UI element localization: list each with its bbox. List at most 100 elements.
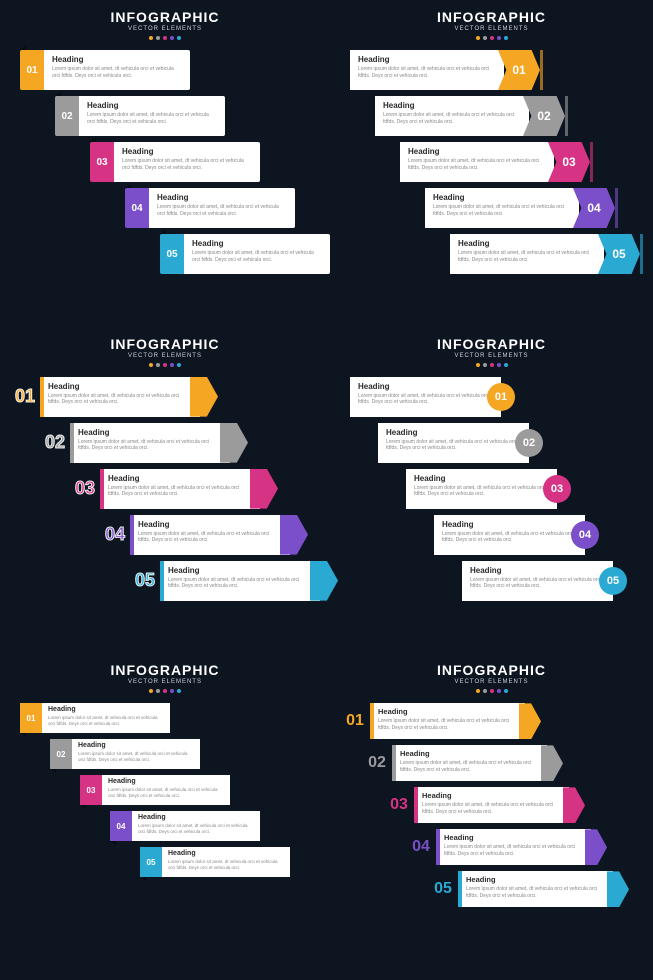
step-number-chevron: 03: [548, 142, 590, 182]
step-heading: Heading: [48, 706, 164, 713]
step-number-outline: 05: [130, 561, 160, 601]
step-card: HeadingLorem ipsum dolor sit amet, dt ve…: [160, 561, 320, 601]
step-number-outline: 05: [428, 871, 458, 907]
step-heading: Heading: [466, 875, 605, 884]
step-cap: 04: [579, 188, 615, 228]
dot: [156, 689, 160, 693]
step-body: Lorem ipsum dolor sit amet, dt vehicula …: [168, 859, 284, 871]
step: HeadingLorem ipsum dolor sit amet, dt ve…: [450, 234, 640, 274]
step: 03HeadingLorem ipsum dolor sit amet, dt …: [80, 775, 230, 805]
step-heading: Heading: [122, 147, 252, 156]
step-heading: Heading: [78, 428, 222, 437]
arrow-icon: [585, 829, 607, 865]
step-card: HeadingLorem ipsum dolor sit amet, dt ve…: [375, 96, 529, 136]
dot: [490, 36, 494, 40]
step-body: Lorem ipsum dolor sit amet, dt vehicula …: [400, 760, 539, 773]
infographic-panel: INFOGRAPHICVECTOR ELEMENTSHeadingLorem i…: [330, 327, 653, 654]
panel-header: INFOGRAPHICVECTOR ELEMENTS: [330, 10, 653, 40]
panel-subtitle: VECTOR ELEMENTS: [330, 679, 653, 685]
step-number-outline: 02: [362, 745, 392, 781]
dot: [504, 689, 508, 693]
accent-bar: [70, 423, 74, 463]
step: 02HeadingLorem ipsum dolor sit amet, dt …: [362, 745, 547, 781]
step-number-chevron: 02: [523, 96, 565, 136]
step-number-tab: 01: [20, 703, 42, 733]
step: HeadingLorem ipsum dolor sit amet, dt ve…: [350, 377, 515, 417]
step-card: HeadingLorem ipsum dolor sit amet, dt ve…: [462, 561, 613, 601]
panel-header: INFOGRAPHIC VECTOR ELEMENTS: [0, 337, 330, 367]
step: 02HeadingLorem ipsum dolor sit amet, dt …: [40, 423, 230, 463]
step-heading: Heading: [470, 566, 605, 575]
step-card: HeadingLorem ipsum dolor sit amet, dt ve…: [414, 787, 569, 823]
step-number-tab: 05: [140, 847, 162, 877]
step-card: HeadingLorem ipsum dolor sit amet, dt ve…: [132, 811, 260, 841]
step-card: HeadingLorem ipsum dolor sit amet, dt ve…: [102, 775, 230, 805]
step-number-outline: 04: [406, 829, 436, 865]
panel-subtitle: VECTOR ELEMENTS: [0, 353, 330, 359]
arrow-icon: [220, 423, 248, 463]
step-number-tab: 05: [160, 234, 184, 274]
dot: [177, 689, 181, 693]
edge-decoration: [615, 188, 618, 228]
step-heading: Heading: [414, 474, 549, 483]
step-cap: 03: [554, 142, 590, 182]
step: HeadingLorem ipsum dolor sit amet, dt ve…: [462, 561, 627, 601]
step: 03HeadingLorem ipsum dolor sit amet, dt …: [384, 787, 569, 823]
dot: [504, 363, 508, 367]
panel-header: INFOGRAPHICVECTOR ELEMENTS: [330, 337, 653, 367]
panel-title: INFOGRAPHIC: [0, 10, 330, 24]
step-body: Lorem ipsum dolor sit amet, dt vehicula …: [358, 393, 493, 406]
dot: [483, 36, 487, 40]
color-dots: [0, 36, 330, 40]
step-card: Heading Lorem ipsum dolor sit amet, dt ve…: [70, 423, 230, 463]
fold-decoration: [110, 841, 116, 845]
step-body: Lorem ipsum dolor sit amet, dt vehicula …: [378, 718, 517, 731]
fold-decoration: [90, 138, 96, 142]
step-card: HeadingLorem ipsum dolor sit amet, dt ve…: [184, 234, 330, 274]
accent-bar: [392, 745, 396, 781]
step-body: Lorem ipsum dolor sit amet, dt vehicula …: [78, 439, 222, 452]
step-heading: Heading: [52, 55, 182, 64]
infographic-panel: INFOGRAPHICVECTOR ELEMENTS01HeadingLorem…: [0, 653, 330, 980]
step-body: Lorem ipsum dolor sit amet, dt vehicula …: [444, 844, 583, 857]
step-number-chevron: 01: [498, 50, 540, 90]
step-number-outline: 04: [100, 515, 130, 555]
step-heading: Heading: [442, 520, 577, 529]
step: HeadingLorem ipsum dolor sit amet, dt ve…: [400, 142, 590, 182]
dot: [504, 36, 508, 40]
step-body: Lorem ipsum dolor sit amet, dt vehicula …: [383, 112, 521, 125]
step-card: HeadingLorem ipsum dolor sit amet, dt ve…: [162, 847, 290, 877]
arrow-icon: [541, 745, 563, 781]
step-body: Lorem ipsum dolor sit amet, dt vehicula …: [422, 802, 561, 815]
dot: [177, 363, 181, 367]
step-body: Lorem ipsum dolor sit amet, dt vehicula …: [78, 751, 194, 763]
step: 01HeadingLorem ipsum dolor sit amet, dt …: [20, 50, 190, 90]
step-body: Lorem ipsum dolor sit amet, dt vehicula …: [48, 393, 192, 406]
step: HeadingLorem ipsum dolor sit amet, dt ve…: [378, 423, 543, 463]
dot: [149, 36, 153, 40]
fold-decoration: [20, 733, 26, 737]
step-card: HeadingLorem ipsum dolor sit amet, dt ve…: [72, 739, 200, 769]
step-heading: Heading: [408, 147, 546, 156]
fold-decoration: [20, 46, 26, 50]
step-card: HeadingLorem ipsum dolor sit amet, dt ve…: [44, 50, 190, 90]
dot: [163, 363, 167, 367]
step: 04HeadingLorem ipsum dolor sit amet, dt …: [406, 829, 591, 865]
panel-title: INFOGRAPHIC: [0, 337, 330, 351]
step-card: HeadingLorem ipsum dolor sit amet, dt ve…: [450, 234, 604, 274]
step: 05HeadingLorem ipsum dolor sit amet, dt …: [140, 847, 290, 877]
dot: [497, 36, 501, 40]
step-card: HeadingLorem ipsum dolor sit amet, dt ve…: [40, 377, 200, 417]
fold-decoration: [50, 769, 56, 773]
step-card: HeadingLorem ipsum dolor sit amet, dt ve…: [436, 829, 591, 865]
step-body: Lorem ipsum dolor sit amet, dt vehicula …: [466, 886, 605, 899]
step-number-circle: 04: [571, 521, 599, 549]
dot: [177, 36, 181, 40]
step-card: HeadingLorem ipsum dolor sit amet, dt ve…: [42, 703, 170, 733]
dot: [163, 689, 167, 693]
step-heading: Heading: [168, 566, 312, 575]
accent-bar: [100, 469, 104, 509]
dot: [483, 689, 487, 693]
accent-bar: [436, 829, 440, 865]
step-cap: 02: [529, 96, 565, 136]
